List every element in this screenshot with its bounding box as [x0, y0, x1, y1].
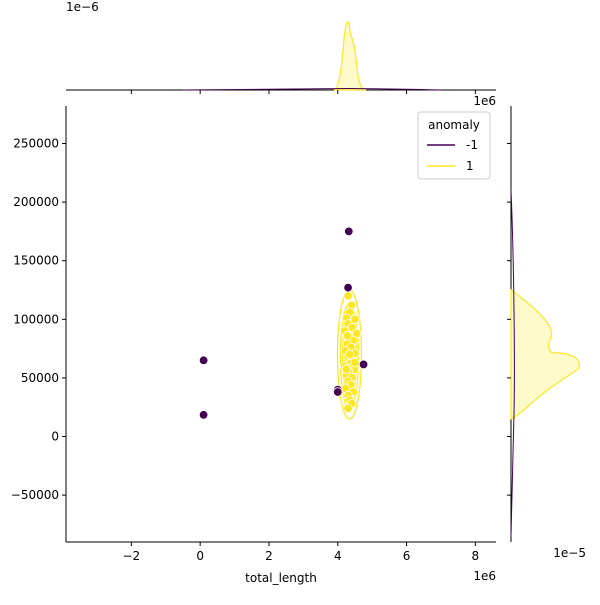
y-tick-label: 100000: [13, 312, 59, 326]
marginal-y-density-1: [510, 288, 580, 420]
y-tick-label: 150000: [13, 254, 59, 268]
x-multiplier-label: 1e6: [473, 569, 496, 583]
point-anomaly-1: [345, 349, 355, 360]
point-anomaly-1: [342, 331, 353, 341]
point-anomaly-1: [350, 314, 360, 325]
y-tick-label: −50000: [11, 488, 59, 502]
x-tick-label: 2: [265, 549, 273, 563]
legend-label-1: 1: [466, 159, 474, 173]
point-anomaly-neg1: [344, 226, 354, 237]
point-anomaly-neg1: [358, 359, 369, 370]
y-tick-label: 250000: [13, 137, 59, 151]
point-anomaly-neg1: [333, 387, 343, 397]
point-anomaly-neg1: [198, 355, 209, 366]
point-anomaly-neg1: [343, 282, 353, 293]
marginal-x-multiplier-label: 1e−6: [66, 0, 99, 14]
x-tick-label: −2: [123, 549, 141, 563]
x-tick-label: 4: [334, 549, 342, 563]
scatter-points: [198, 226, 369, 420]
marginal-x-density-1: [333, 21, 367, 91]
point-anomaly-1: [343, 291, 353, 301]
marginal-y-density-neg1: [510, 190, 515, 537]
y-tick-label: 0: [51, 430, 59, 444]
y-ticks: −50000 0 50000 100000 150000 200000 250000: [11, 137, 511, 502]
legend: anomaly -1 1: [417, 111, 491, 180]
x-axis-label: total_length: [245, 571, 317, 585]
x-tick-label: 6: [403, 549, 411, 563]
legend-title: anomaly: [428, 118, 480, 132]
point-anomaly-1: [343, 403, 353, 414]
marginal-x-density: [182, 21, 441, 91]
top-right-1e6-label: 1e6: [473, 94, 496, 108]
point-anomaly-neg1: [198, 410, 209, 420]
marginal-y-multiplier-label: 1e−5: [553, 546, 586, 560]
x-tick-label: 8: [472, 549, 480, 563]
marginal-x-density-neg1: [182, 87, 441, 91]
y-tick-label: 200000: [13, 195, 59, 209]
point-anomaly-1: [341, 364, 352, 374]
x-ticks: −2 0 2 4 6 8: [123, 90, 480, 563]
y-tick-label: 50000: [21, 371, 59, 385]
legend-label-neg1: -1: [466, 138, 478, 152]
x-tick-label: 0: [196, 549, 204, 563]
point-anomaly-1: [350, 357, 360, 368]
marginal-y-density: [510, 190, 580, 537]
